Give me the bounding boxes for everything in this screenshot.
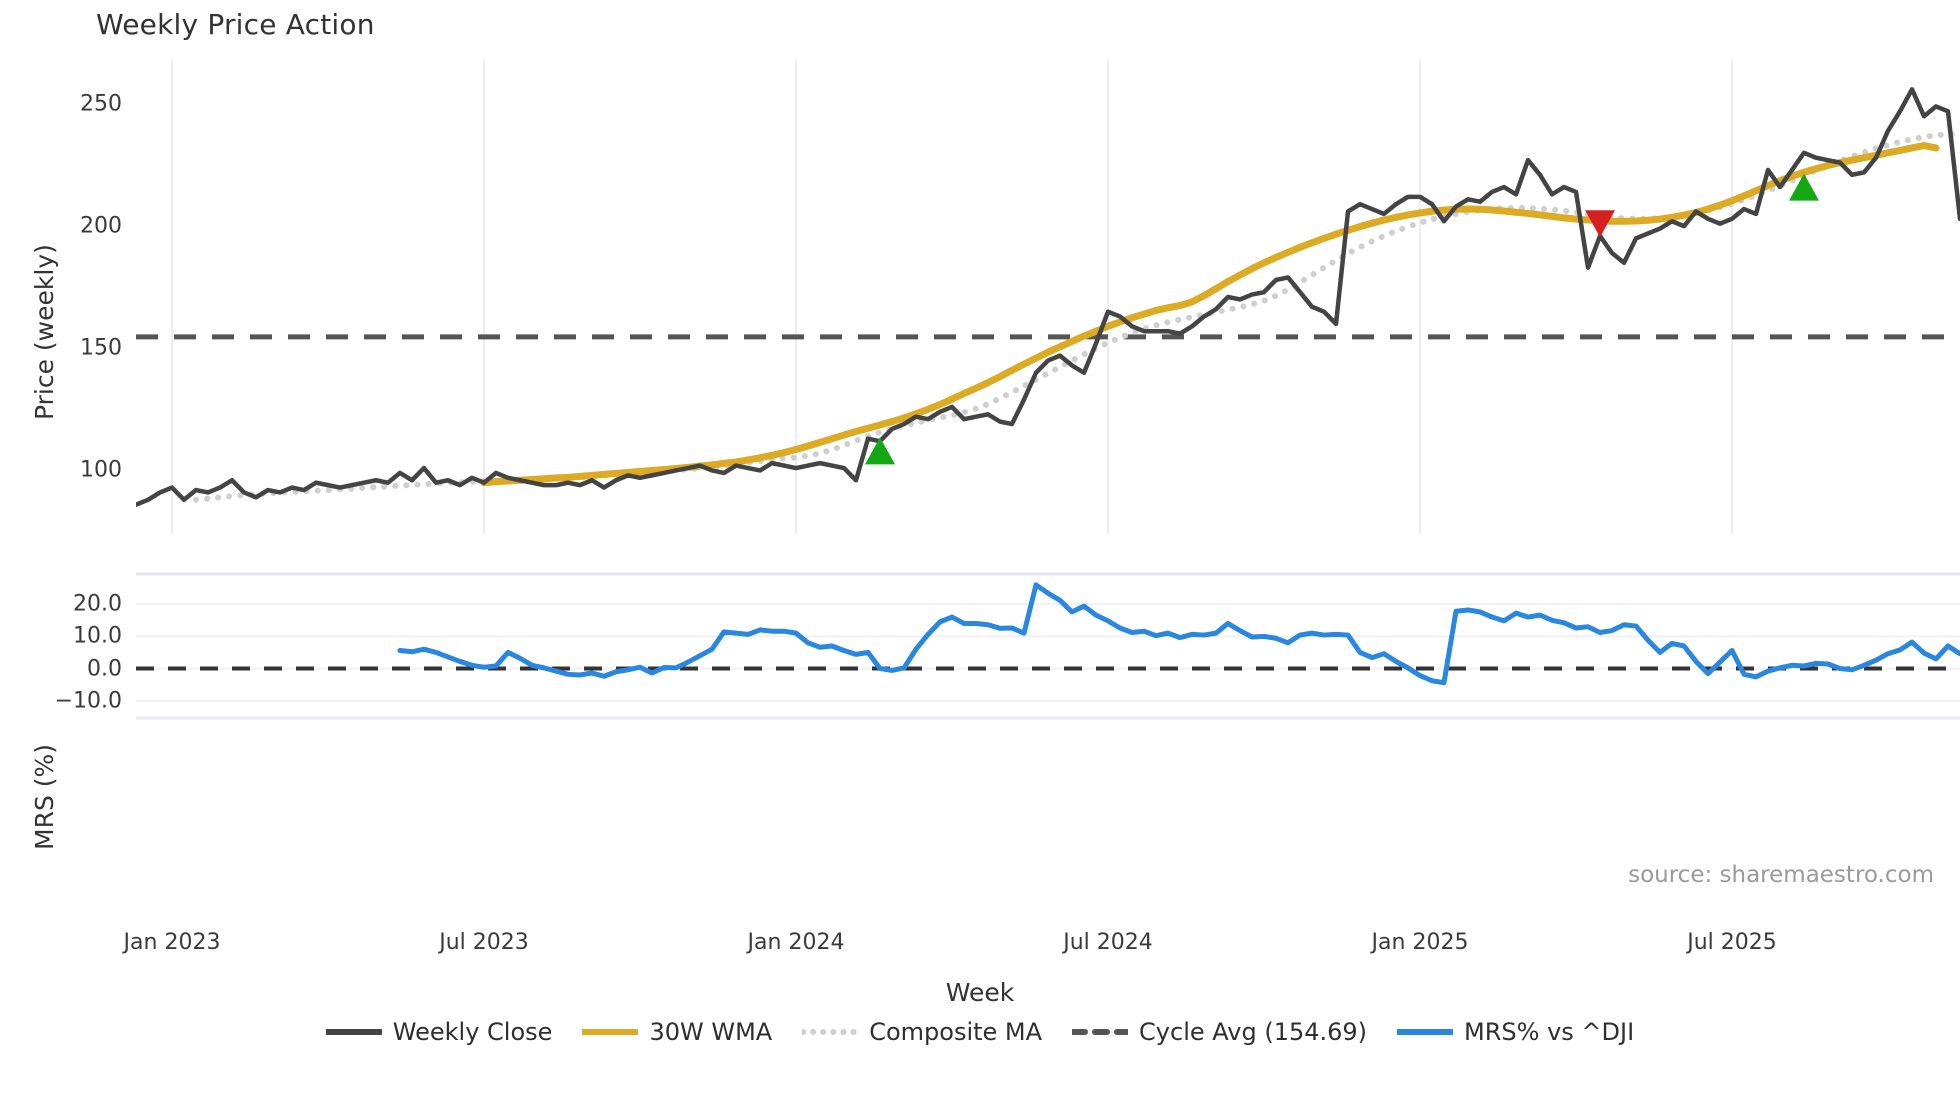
xtick-4: Jan 2025 [1371,930,1469,955]
price-plot-panel [136,60,1960,534]
mrs-ytick-20: 20.0 [73,591,122,617]
price-ytick-100: 100 [80,457,122,483]
legend-label: MRS% vs ^DJI [1464,1018,1635,1046]
series-mrs-pct [397,582,1960,686]
legend-swatch-solid [582,1029,639,1035]
legend-item-composite-ma[interactable]: Composite MA [802,1020,1042,1044]
mrs-y-tick-labels: −10.0 0.0 10.0 20.0 [0,572,122,720]
x-axis-label: Week [945,978,1015,1007]
source-watermark: source: sharemaestro.com [1628,862,1934,888]
xtick-5: Jul 2025 [1687,930,1777,955]
legend-item-cycle-avg-154-69[interactable]: Cycle Avg (154.69) [1072,1020,1367,1044]
xtick-1: Jul 2023 [439,930,529,955]
mrs-plot-panel [136,572,1960,720]
legend-label: Composite MA [869,1018,1043,1046]
legend-item-30w-wma[interactable]: 30W WMA [582,1020,772,1044]
buy-marker [865,437,895,465]
legend-label: Weekly Close [392,1018,553,1046]
mrs-ytick-10: 10.0 [73,623,122,649]
legend-item-mrs-vs-dji[interactable]: MRS% vs ^DJI [1397,1020,1634,1044]
xtick-0: Jan 2023 [123,930,221,955]
price-y-tick-labels: 100 150 200 250 [0,60,122,534]
price-ytick-150: 150 [80,335,122,361]
legend-label: Cycle Avg (154.69) [1139,1018,1368,1046]
sell-marker [1585,210,1615,238]
legend-label: 30W WMA [649,1018,773,1046]
price-ytick-250: 250 [80,91,122,117]
series-weekly-close [136,87,1960,507]
legend-swatch-dotted [802,1029,859,1035]
xtick-3: Jul 2024 [1063,930,1153,955]
xtick-2: Jan 2024 [747,930,845,955]
buy-marker [1789,173,1819,201]
legend-swatch-dashed [1072,1029,1129,1035]
series-composite-ma [193,131,1960,503]
legend-swatch-solid [1397,1029,1454,1035]
price-ytick-200: 200 [80,213,122,239]
page-title: Weekly Price Action [96,8,375,41]
mrs-ytick-0: 0.0 [87,656,122,682]
mrs-axis-label: MRS (%) [30,743,59,850]
mrs-ytick--10: −10.0 [54,688,122,714]
legend-swatch-solid [325,1029,382,1035]
chart-legend: Weekly Close 30W WMA Composite MA Cycle Avg… [0,1020,1960,1044]
legend-item-weekly-close[interactable]: Weekly Close [325,1018,553,1046]
